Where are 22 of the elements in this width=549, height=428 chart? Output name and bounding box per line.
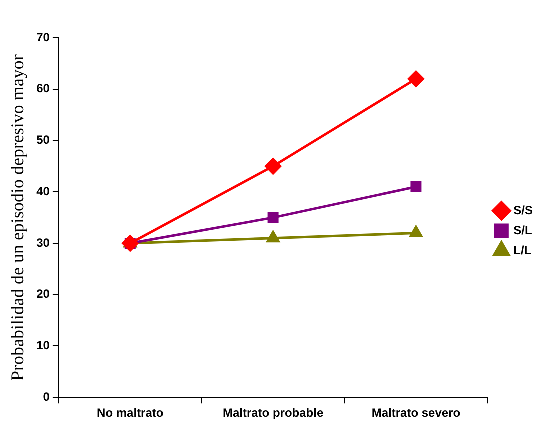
x-tick-label: Maltrato severo bbox=[372, 406, 461, 420]
x-tick-label: No maltrato bbox=[97, 406, 164, 420]
point bbox=[122, 235, 139, 252]
y-tick-label: 20 bbox=[36, 287, 50, 302]
y-tick-label: 40 bbox=[36, 184, 50, 198]
y-tick-label: 10 bbox=[36, 338, 50, 353]
legend-label: L/L bbox=[514, 243, 532, 258]
y-axis-title: Probabilidad de un episodio depresivo mayor bbox=[8, 54, 28, 382]
legend-label: S/S bbox=[514, 203, 533, 218]
point bbox=[408, 70, 424, 88]
point bbox=[265, 158, 282, 175]
legend-label: S/L bbox=[514, 223, 532, 238]
point bbox=[266, 231, 280, 243]
point bbox=[268, 212, 279, 224]
x-tick-label: Maltrato probable bbox=[222, 406, 324, 420]
y-tick-label: 60 bbox=[36, 82, 50, 96]
y-tick-label: 50 bbox=[36, 133, 50, 148]
y-tick-label: 70 bbox=[36, 30, 50, 44]
y-tick-label: 0 bbox=[43, 390, 50, 404]
point bbox=[410, 181, 422, 192]
y-tick-label: 30 bbox=[36, 236, 50, 250]
point bbox=[410, 226, 423, 238]
